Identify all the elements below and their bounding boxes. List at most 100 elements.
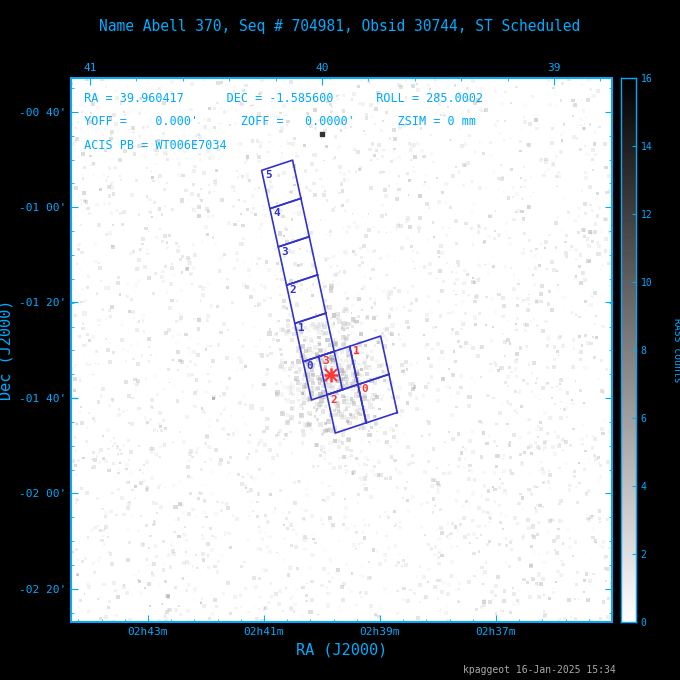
Point	[362, 350, 373, 361]
Point	[78, 556, 88, 567]
Point	[236, 601, 247, 612]
Point	[602, 514, 613, 525]
Point	[341, 403, 352, 414]
Point	[437, 528, 447, 539]
Point	[435, 604, 445, 615]
Point	[554, 613, 565, 624]
Point	[287, 231, 298, 241]
Point	[524, 414, 534, 425]
Point	[347, 411, 358, 422]
Point	[380, 209, 391, 220]
Point	[451, 216, 462, 226]
Point	[389, 124, 400, 135]
Point	[275, 585, 286, 596]
Point	[95, 184, 106, 195]
Point	[266, 591, 277, 602]
Point	[411, 392, 422, 403]
Point	[469, 277, 480, 288]
Point	[182, 259, 193, 270]
Point	[526, 488, 537, 499]
Point	[513, 206, 524, 217]
Point	[193, 315, 204, 326]
Point	[385, 361, 396, 372]
Point	[409, 458, 420, 469]
Point	[271, 430, 282, 441]
Point	[327, 276, 338, 287]
Point	[347, 356, 358, 367]
Point	[207, 466, 218, 477]
Point	[342, 319, 353, 330]
Point	[292, 377, 303, 388]
Point	[288, 196, 299, 207]
Point	[473, 546, 484, 557]
Point	[428, 95, 439, 105]
Point	[328, 488, 339, 499]
Point	[306, 369, 317, 379]
Point	[405, 585, 415, 596]
Point	[594, 203, 605, 214]
Point	[244, 271, 255, 282]
Point	[511, 348, 522, 359]
Point	[276, 324, 287, 335]
Point	[73, 537, 84, 548]
Point	[244, 175, 255, 186]
Point	[580, 112, 591, 123]
Point	[356, 329, 367, 340]
Point	[454, 579, 465, 590]
Point	[558, 559, 568, 570]
Point	[407, 245, 418, 256]
Point	[562, 412, 573, 423]
Point	[568, 335, 579, 345]
Point	[584, 92, 595, 103]
Point	[487, 594, 498, 605]
Point	[411, 294, 422, 305]
Point	[288, 236, 299, 247]
Point	[194, 148, 205, 159]
Point	[585, 299, 596, 310]
Point	[319, 321, 330, 332]
Point	[303, 228, 313, 239]
Point	[352, 407, 362, 418]
Point	[475, 183, 486, 194]
Point	[175, 573, 186, 583]
Point	[538, 571, 549, 581]
Point	[205, 341, 216, 352]
Point	[322, 582, 333, 593]
Point	[527, 490, 538, 500]
Point	[354, 459, 365, 470]
Point	[324, 253, 335, 264]
Point	[284, 316, 294, 326]
Point	[232, 365, 243, 376]
Point	[66, 371, 77, 382]
Point	[333, 352, 343, 362]
Point	[492, 441, 503, 452]
Point	[312, 384, 323, 394]
Point	[590, 150, 601, 160]
Point	[287, 335, 298, 345]
Point	[264, 328, 275, 339]
Point	[394, 356, 405, 367]
Point	[171, 316, 182, 327]
Point	[205, 361, 216, 372]
Point	[476, 530, 487, 541]
Point	[407, 249, 418, 260]
Point	[545, 483, 556, 494]
Point	[602, 564, 613, 575]
Point	[280, 358, 291, 369]
Point	[337, 438, 348, 449]
Point	[221, 383, 232, 394]
Point	[524, 592, 535, 602]
Point	[308, 92, 319, 103]
Point	[214, 136, 225, 147]
Point	[367, 382, 378, 393]
Point	[354, 391, 364, 402]
Point	[291, 373, 302, 384]
Point	[121, 377, 132, 388]
Point	[591, 454, 602, 464]
Point	[606, 339, 617, 350]
Point	[592, 332, 602, 343]
Point	[594, 513, 605, 524]
Point	[333, 535, 344, 546]
Point	[342, 413, 353, 424]
Point	[229, 81, 240, 92]
